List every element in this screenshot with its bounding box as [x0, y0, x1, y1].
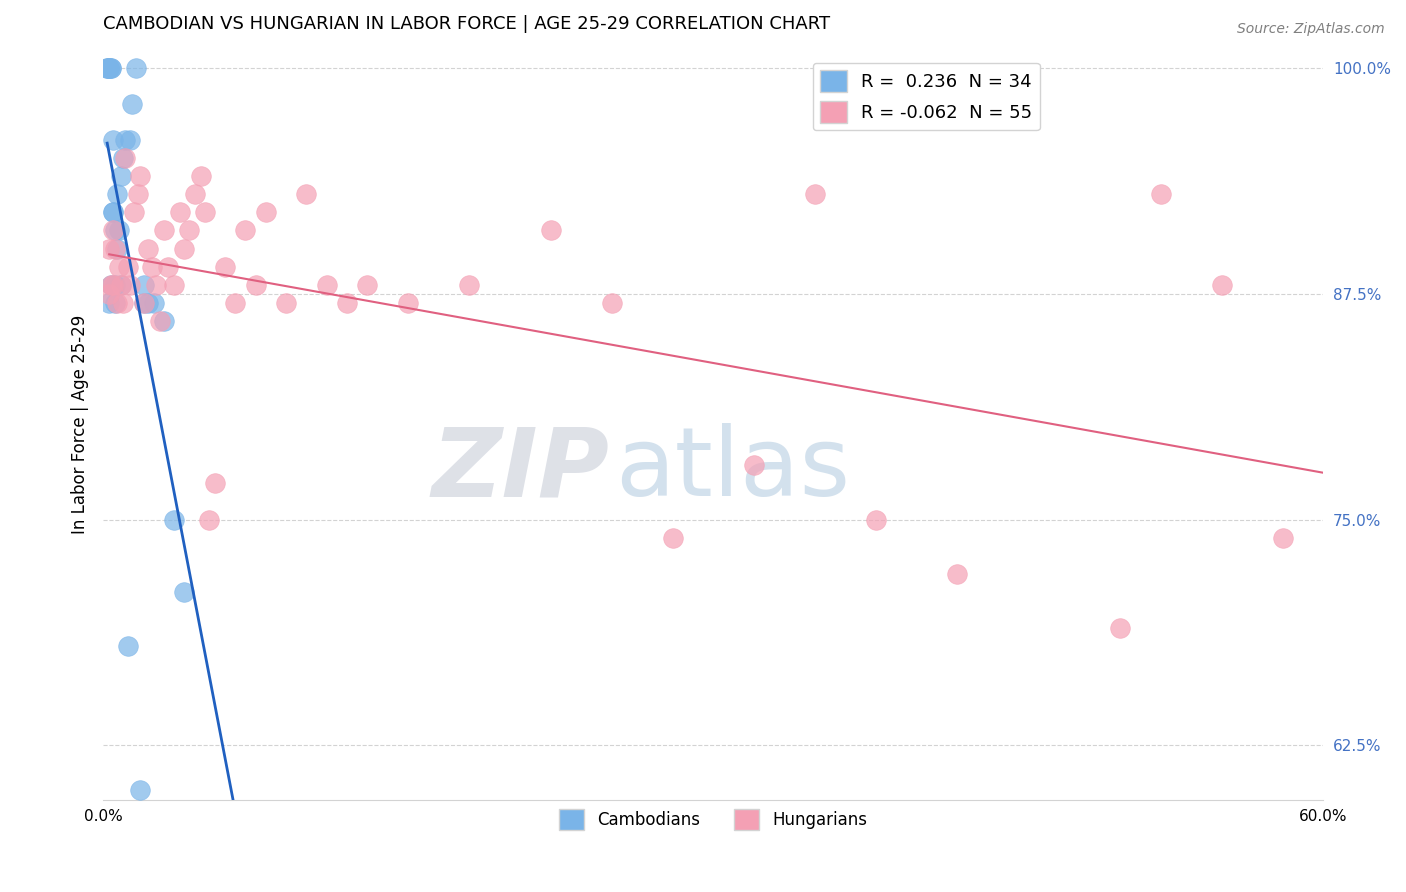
Point — [153, 314, 176, 328]
Point — [132, 295, 155, 310]
Point — [865, 512, 887, 526]
Point — [540, 223, 562, 237]
Point — [105, 242, 128, 256]
Point — [183, 187, 205, 202]
Point — [100, 61, 122, 75]
Point — [141, 260, 163, 274]
Point — [100, 277, 122, 292]
Point — [149, 314, 172, 328]
Text: ZIP: ZIP — [432, 423, 609, 516]
Point — [117, 260, 139, 274]
Point — [276, 295, 298, 310]
Point — [295, 187, 318, 202]
Legend: Cambodians, Hungarians: Cambodians, Hungarians — [553, 803, 875, 836]
Point — [458, 277, 481, 292]
Point — [121, 97, 143, 112]
Point — [118, 277, 141, 292]
Point — [173, 584, 195, 599]
Point — [108, 260, 131, 274]
Point — [96, 61, 118, 75]
Point — [98, 242, 121, 256]
Point — [1211, 277, 1233, 292]
Point — [336, 295, 359, 310]
Point — [104, 295, 127, 310]
Point — [224, 295, 246, 310]
Point — [108, 223, 131, 237]
Text: Source: ZipAtlas.com: Source: ZipAtlas.com — [1237, 22, 1385, 37]
Point — [136, 242, 159, 256]
Point — [194, 205, 217, 219]
Text: atlas: atlas — [616, 423, 851, 516]
Point — [100, 277, 122, 292]
Point — [110, 277, 132, 292]
Point — [98, 286, 121, 301]
Point — [110, 169, 132, 184]
Point — [169, 205, 191, 219]
Point — [946, 566, 969, 581]
Point — [98, 61, 121, 75]
Point — [103, 277, 125, 292]
Point — [661, 531, 683, 545]
Point — [105, 295, 128, 310]
Point — [132, 277, 155, 292]
Point — [112, 151, 135, 165]
Point — [103, 133, 125, 147]
Point — [204, 476, 226, 491]
Point — [145, 277, 167, 292]
Point — [117, 639, 139, 653]
Point — [118, 133, 141, 147]
Point — [136, 295, 159, 310]
Point — [103, 205, 125, 219]
Point — [742, 458, 765, 473]
Point — [98, 61, 121, 75]
Point — [143, 295, 166, 310]
Point — [153, 223, 176, 237]
Point — [804, 187, 827, 202]
Point — [127, 187, 149, 202]
Point — [114, 151, 136, 165]
Point — [600, 295, 623, 310]
Point — [1149, 187, 1171, 202]
Point — [128, 169, 150, 184]
Point — [315, 277, 337, 292]
Point — [235, 223, 257, 237]
Point — [190, 169, 212, 184]
Point — [1109, 621, 1132, 635]
Point — [104, 242, 127, 256]
Point — [104, 277, 127, 292]
Point — [98, 61, 121, 75]
Point — [163, 277, 186, 292]
Point — [112, 295, 135, 310]
Point — [103, 205, 125, 219]
Point — [110, 277, 132, 292]
Point — [1271, 531, 1294, 545]
Point — [128, 783, 150, 797]
Point — [173, 242, 195, 256]
Point — [114, 133, 136, 147]
Point — [124, 61, 146, 75]
Point — [103, 223, 125, 237]
Y-axis label: In Labor Force | Age 25-29: In Labor Force | Age 25-29 — [72, 315, 89, 534]
Point — [122, 205, 145, 219]
Point — [254, 205, 277, 219]
Point — [177, 223, 200, 237]
Point — [245, 277, 267, 292]
Point — [396, 295, 419, 310]
Point — [96, 61, 118, 75]
Point — [100, 61, 122, 75]
Point — [163, 512, 186, 526]
Point — [356, 277, 378, 292]
Point — [105, 187, 128, 202]
Point — [98, 295, 121, 310]
Point — [214, 260, 236, 274]
Point — [198, 512, 221, 526]
Point — [132, 295, 155, 310]
Point — [157, 260, 180, 274]
Point — [104, 223, 127, 237]
Text: CAMBODIAN VS HUNGARIAN IN LABOR FORCE | AGE 25-29 CORRELATION CHART: CAMBODIAN VS HUNGARIAN IN LABOR FORCE | … — [103, 15, 831, 33]
